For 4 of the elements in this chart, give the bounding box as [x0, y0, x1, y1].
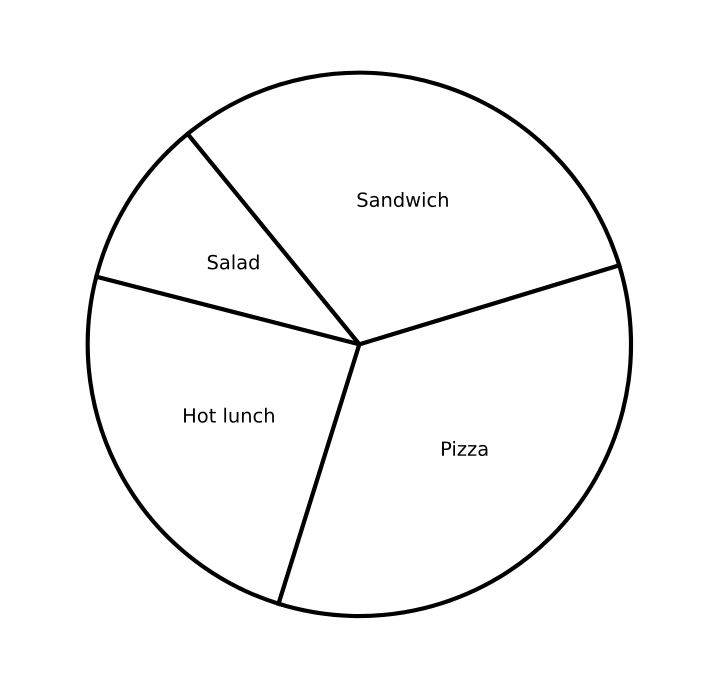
slice-label: Salad: [208, 254, 259, 270]
slice-label: Pizza: [442, 440, 488, 456]
slice-label: Hot lunch: [184, 408, 274, 423]
slice-label: Sandwich: [358, 192, 448, 208]
